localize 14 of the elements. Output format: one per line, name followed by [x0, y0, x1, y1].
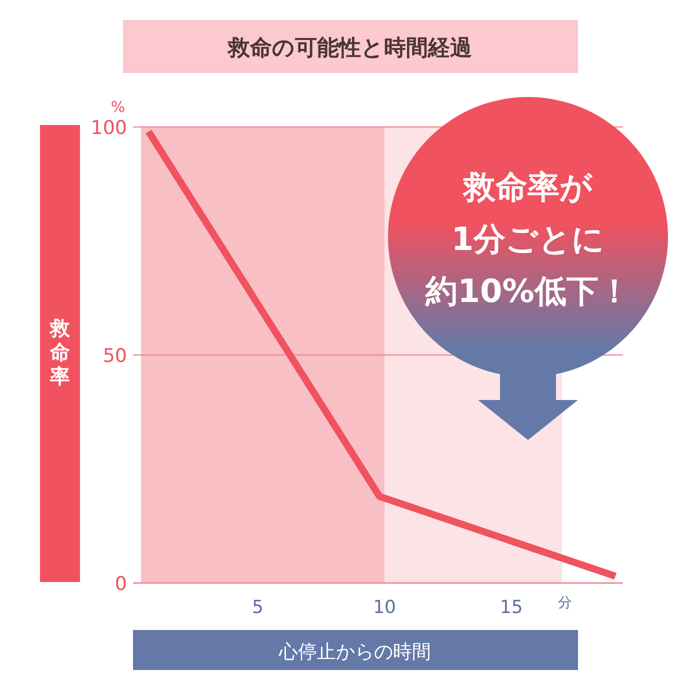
chart-title: 救命の可能性と時間経過: [226, 36, 472, 61]
text: %: [110, 98, 126, 116]
y-tick-label: 0: [114, 573, 127, 595]
x-tick-label: 5: [252, 597, 264, 618]
annotation: 1分ごとに: [451, 220, 605, 258]
y-axis-title: 救命率: [49, 316, 71, 388]
x-tick-label: 10: [373, 597, 396, 618]
x-tick-label: 15: [500, 597, 523, 618]
x-axis-title: 心停止からの時間: [278, 641, 431, 663]
annotation: 約10%低下！: [424, 272, 630, 310]
y-tick-label: 50: [102, 345, 127, 367]
annotation: 救命率が: [462, 168, 594, 206]
y-tick-label: 100: [90, 117, 127, 139]
text: 分: [558, 595, 572, 611]
